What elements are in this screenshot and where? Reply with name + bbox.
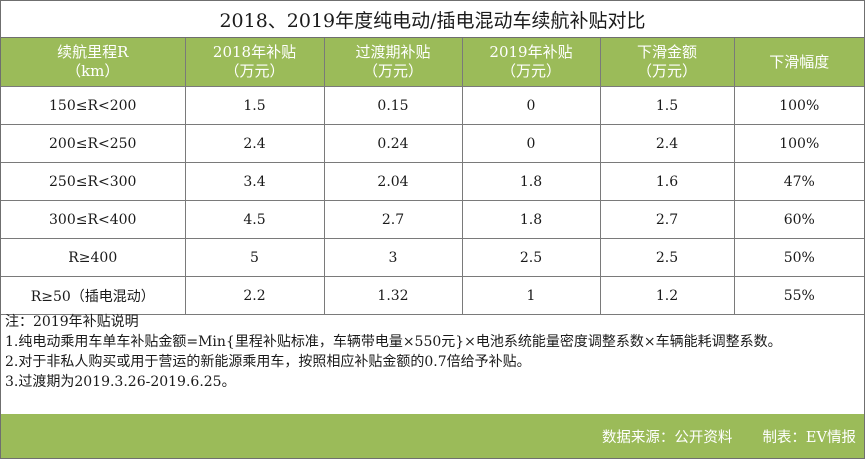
header-transition-line1: 过渡期补贴 (355, 43, 431, 61)
header-2018-line1: 2018年补贴 (212, 43, 297, 61)
header-decline-amount-line2: （万元） (636, 62, 697, 80)
table-row: R≥400 5 3 2.5 2.5 50% (1, 238, 864, 277)
note-item: 2.对于非私人购买或用于营运的新能源乘用车，按照相应补贴金额的0.7倍给予补贴。 (5, 354, 531, 370)
cell-2018: 4.5 (184, 200, 325, 239)
cell-decline-amount: 1.5 (599, 86, 735, 125)
table-title: 2018、2019年度纯电动/插电混动车续航补贴对比 (1, 1, 864, 38)
header-row: 续航里程R （km） 2018年补贴 （万元） 过渡期补贴 （万元） 2019年… (1, 38, 864, 87)
table-row: 200≤R<250 2.4 0.24 0 2.4 100% (1, 124, 864, 163)
note-heading: 注：2019年补贴说明 (5, 314, 139, 330)
header-2018-line2: （万元） (224, 62, 285, 80)
author-label: 制表：EV情报 (762, 429, 856, 446)
header-2018: 2018年补贴 （万元） (184, 38, 325, 87)
table-row: 150≤R<200 1.5 0.15 0 1.5 100% (1, 86, 864, 125)
cell-decline-rate: 100% (733, 86, 864, 125)
cell-decline-rate: 47% (733, 162, 864, 201)
cell-2018: 2.4 (184, 124, 325, 163)
notes-section: 注：2019年补贴说明 1.纯电动乘用车单车补贴金额=Min{里程补贴标准，车辆… (5, 312, 861, 392)
cell-2019: 2.5 (461, 238, 601, 277)
header-decline-rate: 下滑幅度 (733, 38, 864, 87)
cell-range: 200≤R<250 (1, 124, 186, 163)
cell-decline-amount: 1.6 (599, 162, 735, 201)
cell-transition: 2.7 (323, 200, 463, 239)
data-source-label: 数据来源：公开资料 (601, 429, 733, 446)
cell-2019: 1 (461, 276, 601, 315)
cell-2019: 1.8 (461, 162, 601, 201)
table-row: R≥50（插电混动） 2.2 1.32 1 1.2 55% (1, 276, 864, 315)
cell-range: 250≤R<300 (1, 162, 186, 201)
cell-transition: 2.04 (323, 162, 463, 201)
header-range-line2: （km） (66, 62, 120, 80)
cell-2018: 2.2 (184, 276, 325, 315)
cell-range: R≥50（插电混动） (1, 276, 186, 315)
cell-decline-rate: 60% (733, 200, 864, 239)
cell-transition: 1.32 (323, 276, 463, 315)
cell-2018: 3.4 (184, 162, 325, 201)
cell-transition: 0.15 (323, 86, 463, 125)
header-decline-rate-line1: 下滑幅度 (769, 52, 830, 71)
cell-2019: 1.8 (461, 200, 601, 239)
header-2019-line2: （万元） (500, 62, 561, 80)
cell-decline-rate: 50% (733, 238, 864, 277)
cell-range: R≥400 (1, 238, 186, 277)
footer-bar: 数据来源：公开资料 制表：EV情报 (1, 414, 864, 458)
header-2019: 2019年补贴 （万元） (461, 38, 601, 87)
header-transition-line2: （万元） (362, 62, 423, 80)
cell-transition: 0.24 (323, 124, 463, 163)
cell-transition: 3 (323, 238, 463, 277)
header-decline-amount: 下滑金额 （万元） (599, 38, 735, 87)
cell-2019: 0 (461, 124, 601, 163)
cell-range: 150≤R<200 (1, 86, 186, 125)
cell-decline-amount: 2.5 (599, 238, 735, 277)
header-range: 续航里程R （km） (1, 38, 186, 87)
cell-decline-amount: 2.4 (599, 124, 735, 163)
header-2019-line1: 2019年补贴 (489, 43, 573, 61)
header-decline-amount-line1: 下滑金额 (636, 43, 697, 61)
cell-decline-amount: 2.7 (599, 200, 735, 239)
cell-2018: 1.5 (184, 86, 325, 125)
header-transition: 过渡期补贴 （万元） (323, 38, 463, 87)
note-item: 3.过渡期为2019.3.26-2019.6.25。 (5, 374, 236, 390)
cell-decline-amount: 1.2 (599, 276, 735, 315)
header-range-line1: 续航里程R (57, 43, 129, 61)
table-row: 250≤R<300 3.4 2.04 1.8 1.6 47% (1, 162, 864, 201)
table-row: 300≤R<400 4.5 2.7 1.8 2.7 60% (1, 200, 864, 239)
cell-2019: 0 (461, 86, 601, 125)
note-item: 1.纯电动乘用车单车补贴金额=Min{里程补贴标准，车辆带电量×550元}×电池… (5, 334, 782, 350)
cell-2018: 5 (184, 238, 325, 277)
cell-decline-rate: 55% (733, 276, 864, 315)
subsidy-comparison-table: 续航里程R （km） 2018年补贴 （万元） 过渡期补贴 （万元） 2019年… (1, 38, 864, 315)
cell-decline-rate: 100% (733, 124, 864, 163)
cell-range: 300≤R<400 (1, 200, 186, 239)
